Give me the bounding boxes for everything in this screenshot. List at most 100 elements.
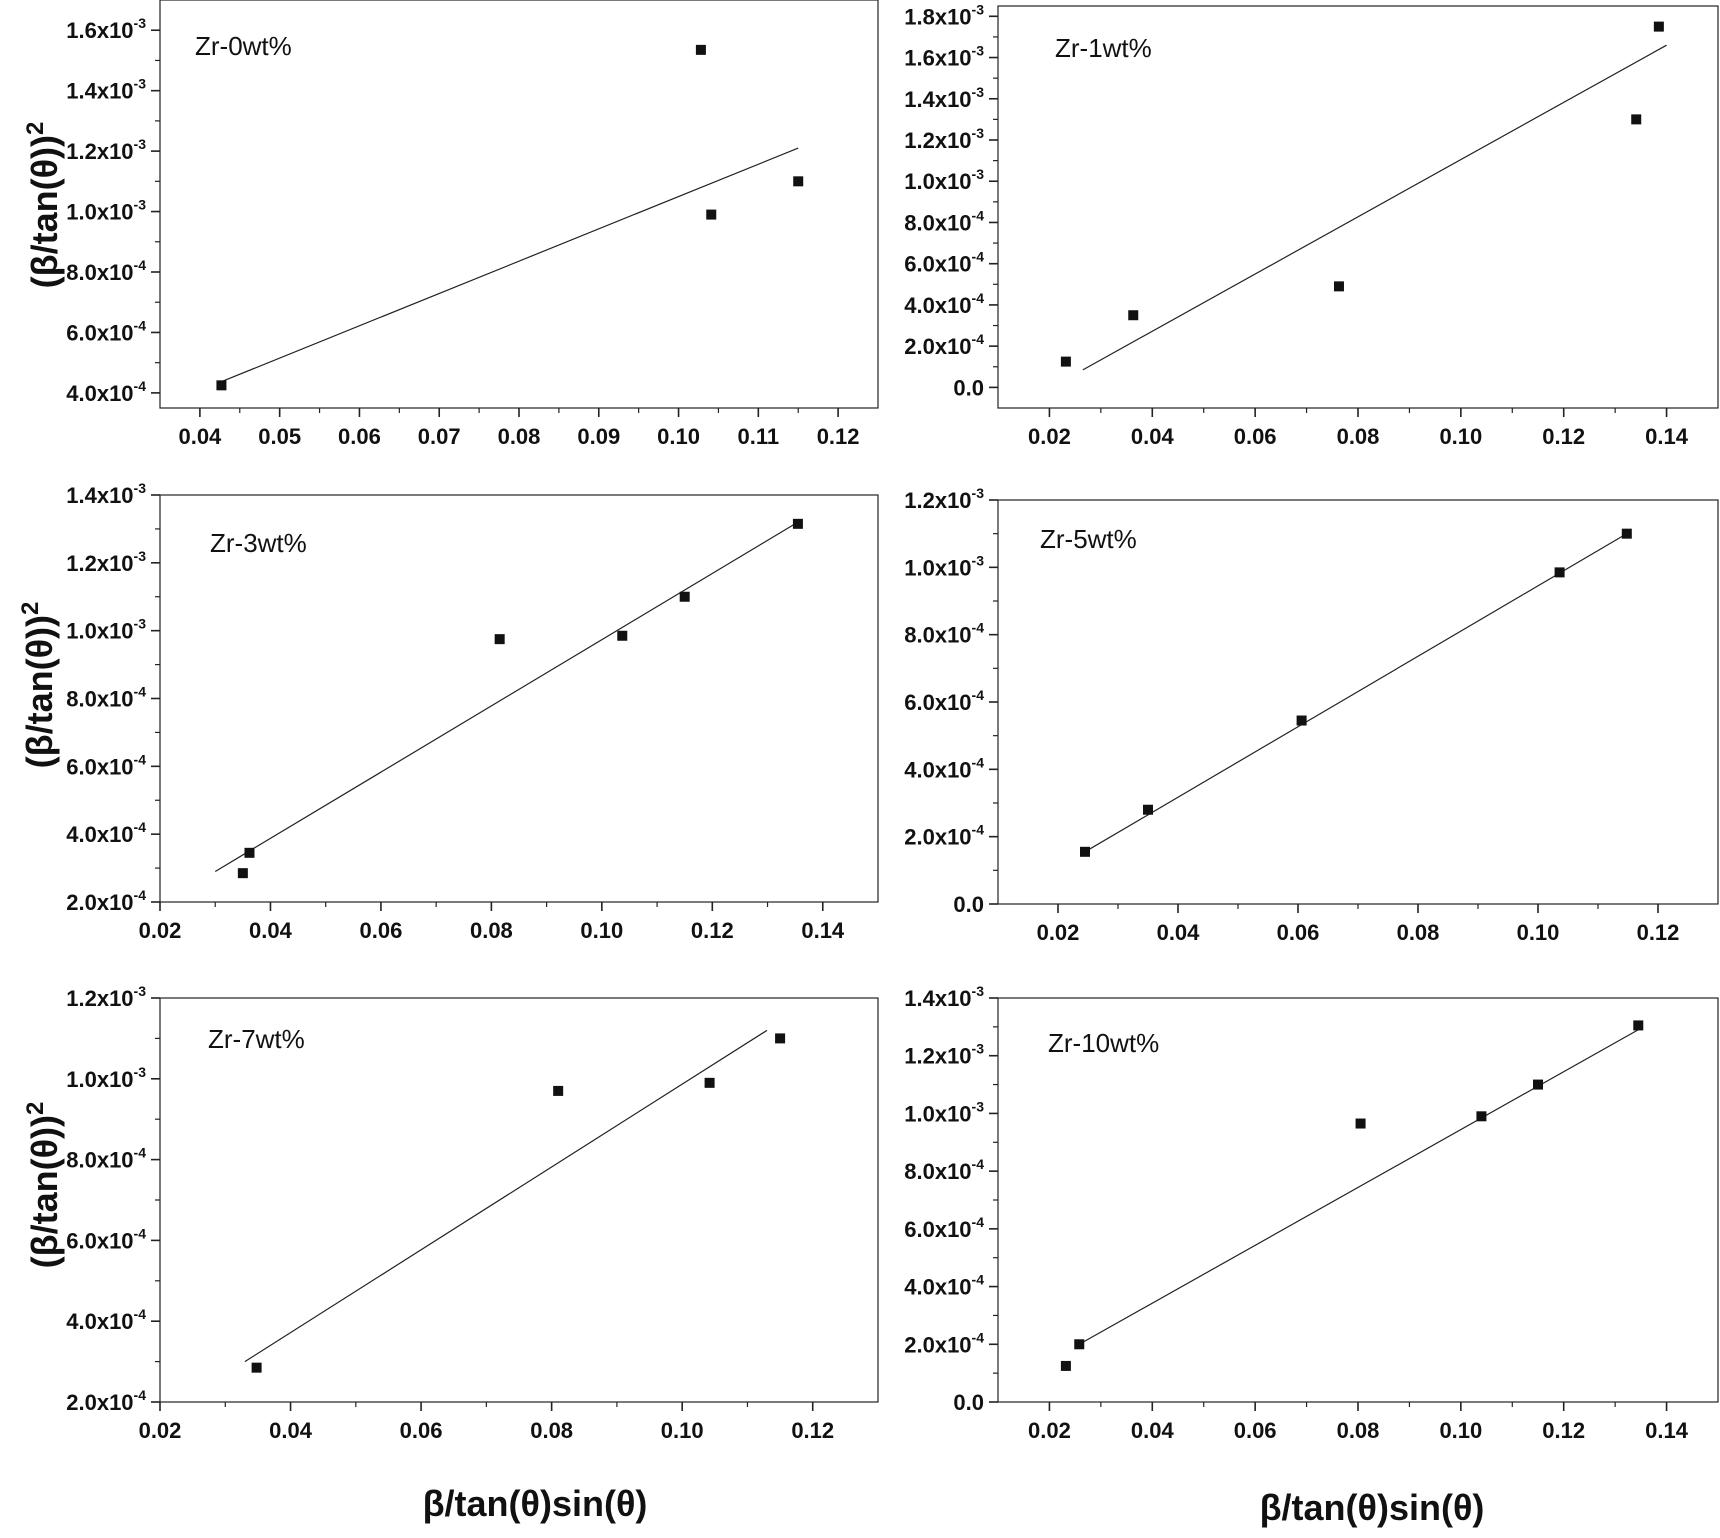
y-tick-label: 4.0x10-4 xyxy=(66,819,146,847)
y-tick-label: 8.0x10-4 xyxy=(66,1145,146,1173)
x-tick-label: 0.12 xyxy=(1637,920,1680,945)
y-tick-label: 1.0x10-3 xyxy=(904,1098,984,1126)
data-point xyxy=(494,634,505,645)
panel-label: Zr-10wt% xyxy=(1048,1028,1159,1058)
y-tick-label: 1.2x10-3 xyxy=(66,136,146,164)
x-tick-label: 0.11 xyxy=(738,424,780,449)
fit-line xyxy=(1078,1029,1639,1345)
plot-frame xyxy=(159,997,879,1403)
x-tick-label: 0.09 xyxy=(577,424,620,449)
y-tick-label: 1.4x10-3 xyxy=(904,983,984,1011)
y-tick-label: 1.0x10-3 xyxy=(66,1064,146,1092)
x-tick-label: 0.08 xyxy=(530,1418,573,1443)
y-tick-label: 8.0x10-4 xyxy=(66,684,146,712)
x-tick-label: 0.14 xyxy=(1645,1418,1689,1443)
x-tick-label: 0.06 xyxy=(1234,424,1277,449)
panel-label: Zr-7wt% xyxy=(208,1024,305,1054)
data-point xyxy=(617,630,628,641)
y-axis-title-row-1: (β/tan(θ))2 xyxy=(22,122,65,289)
x-tick-label: 0.12 xyxy=(691,918,734,943)
x-tick-label: 0.12 xyxy=(817,424,860,449)
y-tick-label: 1.6x10-3 xyxy=(904,43,984,71)
y-tick-label: 0.0 xyxy=(953,892,984,917)
x-tick-label: 0.14 xyxy=(1645,424,1689,449)
y-tick-label: 0.0 xyxy=(953,1390,984,1415)
panel-label: Zr-3wt% xyxy=(210,528,307,558)
y-tick-label: 2.0x10-4 xyxy=(904,822,984,850)
y-tick-label: 1.0x10-3 xyxy=(66,197,146,225)
y-tick-label: 2.0x10-4 xyxy=(904,1329,984,1357)
y-tick-label: 4.0x10-4 xyxy=(66,378,146,406)
data-point xyxy=(1296,715,1307,726)
y-tick-label: 1.6x10-3 xyxy=(66,15,146,43)
data-point xyxy=(775,1033,786,1044)
y-tick-label: 2.0x10-4 xyxy=(904,331,984,359)
data-point xyxy=(793,176,804,187)
fit-line xyxy=(1082,44,1667,371)
x-tick-label: 0.10 xyxy=(661,1418,704,1443)
x-tick-label: 0.02 xyxy=(1037,920,1080,945)
y-tick-label: 8.0x10-4 xyxy=(904,207,984,235)
y-tick-label: 8.0x10-4 xyxy=(66,257,146,285)
data-point xyxy=(1653,21,1664,32)
y-tick-label: 6.0x10-4 xyxy=(66,751,146,779)
y-tick-label: 4.0x10-4 xyxy=(904,290,984,318)
y-tick-label: 8.0x10-4 xyxy=(904,620,984,648)
x-tick-label: 0.10 xyxy=(1517,920,1560,945)
data-point xyxy=(679,591,690,602)
y-tick-label: 2.0x10-4 xyxy=(66,1387,146,1415)
y-tick-label: 6.0x10-4 xyxy=(904,249,984,277)
x-tick-label: 0.07 xyxy=(418,424,461,449)
y-tick-label: 8.0x10-4 xyxy=(904,1156,984,1184)
data-point xyxy=(1060,356,1071,367)
x-tick-label: 0.06 xyxy=(1234,1418,1277,1443)
y-tick-label: 6.0x10-4 xyxy=(904,687,984,715)
data-point xyxy=(1333,281,1344,292)
panel-2: 0.02 0.04 0.06 0.08 0.10 0.12 0.14 0.0 2.0x10-4 4… xyxy=(904,1,1719,449)
panel-label: Zr-1wt% xyxy=(1055,33,1152,63)
fit-line xyxy=(219,147,799,383)
x-tick-label: 0.12 xyxy=(1542,424,1585,449)
panel-6: 0.02 0.04 0.06 0.08 0.10 0.12 0.14 0.0 2.0x10-4 4… xyxy=(904,983,1719,1443)
panel-3: 0.02 0.04 0.06 0.08 0.10 0.12 0.14 2.0x10-4 4.0x… xyxy=(66,480,879,943)
y-axis-title-row-3: (β/tan(θ))2 xyxy=(22,1102,65,1269)
y-tick-label: 4.0x10-4 xyxy=(66,1306,146,1334)
data-point xyxy=(216,380,227,391)
x-tick-label: 0.08 xyxy=(498,424,541,449)
panel-1: 0.04 0.05 0.06 0.07 0.08 0.09 0.10 0.11 0.12 4.0x… xyxy=(66,0,879,449)
y-tick-label: 1.0x10-3 xyxy=(904,166,984,194)
x-tick-label: 0.04 xyxy=(1157,920,1201,945)
y-tick-label: 1.0x10-3 xyxy=(66,616,146,644)
data-point xyxy=(1631,114,1642,125)
y-tick-label: 0.0 xyxy=(953,375,984,400)
data-point xyxy=(553,1085,564,1096)
y-tick-label: 6.0x10-4 xyxy=(66,317,146,345)
fit-line xyxy=(1084,533,1628,853)
panel-label: Zr-0wt% xyxy=(195,31,292,61)
x-tick-label: 0.06 xyxy=(338,424,381,449)
y-tick-label: 1.2x10-3 xyxy=(66,548,146,576)
y-tick-label: 6.0x10-4 xyxy=(904,1214,984,1242)
data-point xyxy=(244,847,255,858)
data-point xyxy=(706,209,717,220)
x-tick-label: 0.12 xyxy=(1542,1418,1585,1443)
data-point xyxy=(1554,567,1565,578)
y-tick-label: 1.4x10-3 xyxy=(904,84,984,112)
x-tick-label: 0.12 xyxy=(791,1418,834,1443)
x-tick-label: 0.08 xyxy=(470,918,513,943)
x-tick-label: 0.04 xyxy=(178,424,222,449)
plot-frame xyxy=(997,499,1719,905)
y-tick-label: 1.2x10-3 xyxy=(904,125,984,153)
plot-frame xyxy=(159,0,879,409)
data-point xyxy=(1080,846,1090,857)
data-point xyxy=(1355,1118,1366,1129)
x-tick-label: 0.06 xyxy=(1277,920,1320,945)
x-tick-label: 0.10 xyxy=(657,424,700,449)
y-tick-label: 4.0x10-4 xyxy=(904,754,984,782)
y-axis-title-row-2: (β/tan(θ))2 xyxy=(17,602,60,769)
data-point xyxy=(1621,528,1632,539)
y-tick-label: 1.4x10-3 xyxy=(66,76,146,104)
data-point xyxy=(792,518,803,529)
data-point xyxy=(1128,310,1139,321)
y-tick-label: 1.2x10-3 xyxy=(904,1041,984,1069)
